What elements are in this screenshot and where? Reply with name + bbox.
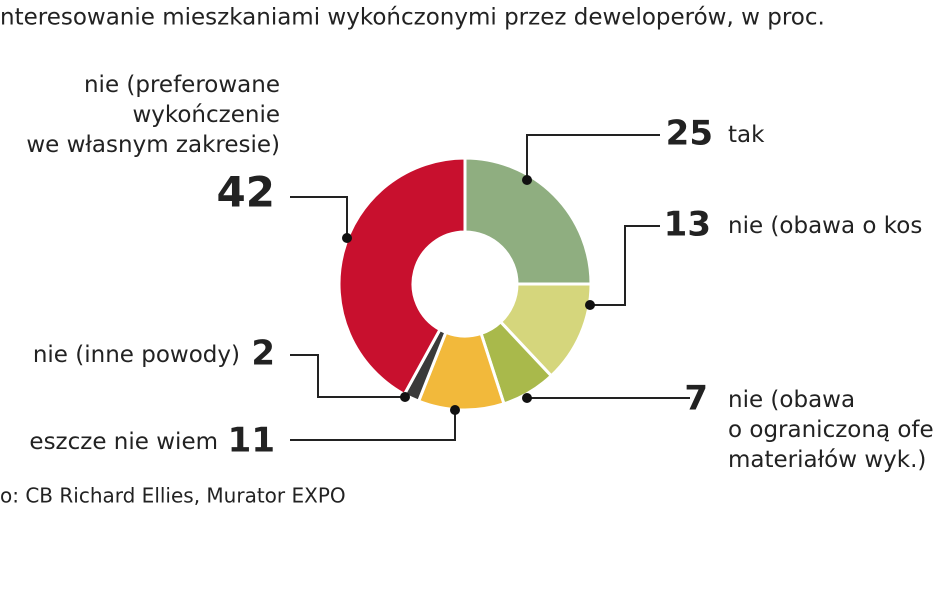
leader-dot (522, 393, 532, 403)
category-label: tak (728, 122, 765, 148)
leader-line (290, 354, 405, 398)
category-label: nie (obawa o ograniczoną ofe materiałów wy… (728, 387, 934, 473)
category-label: nie (inne powody) (33, 342, 240, 368)
value-label: 2 (251, 334, 275, 374)
category-label: nie (preferowane wykończenie we własnym za… (26, 72, 280, 158)
category-label: nie (obawa o kos (728, 213, 922, 239)
leader-line (590, 225, 660, 306)
leader-dot (342, 233, 352, 243)
leader-dot (450, 405, 460, 415)
leader-dot (522, 175, 532, 185)
donut-slice (463, 156, 593, 286)
value-label: 7 (684, 379, 708, 419)
source: o: CB Richard Ellies, Murator EXPO (0, 484, 346, 508)
leader-line (526, 134, 660, 180)
value-label: 42 (217, 168, 275, 217)
category-label: eszcze nie wiem (29, 429, 218, 455)
leader-line (290, 196, 348, 238)
leader-line (290, 410, 456, 441)
donut-slice (337, 156, 467, 397)
value-label: 13 (664, 205, 711, 245)
value-label: 11 (228, 421, 275, 461)
leader-dot (585, 300, 595, 310)
chart-title: nteresowanie mieszkaniami wykończonymi p… (0, 5, 825, 31)
value-label: 25 (666, 114, 713, 154)
leader-dot (400, 392, 410, 402)
